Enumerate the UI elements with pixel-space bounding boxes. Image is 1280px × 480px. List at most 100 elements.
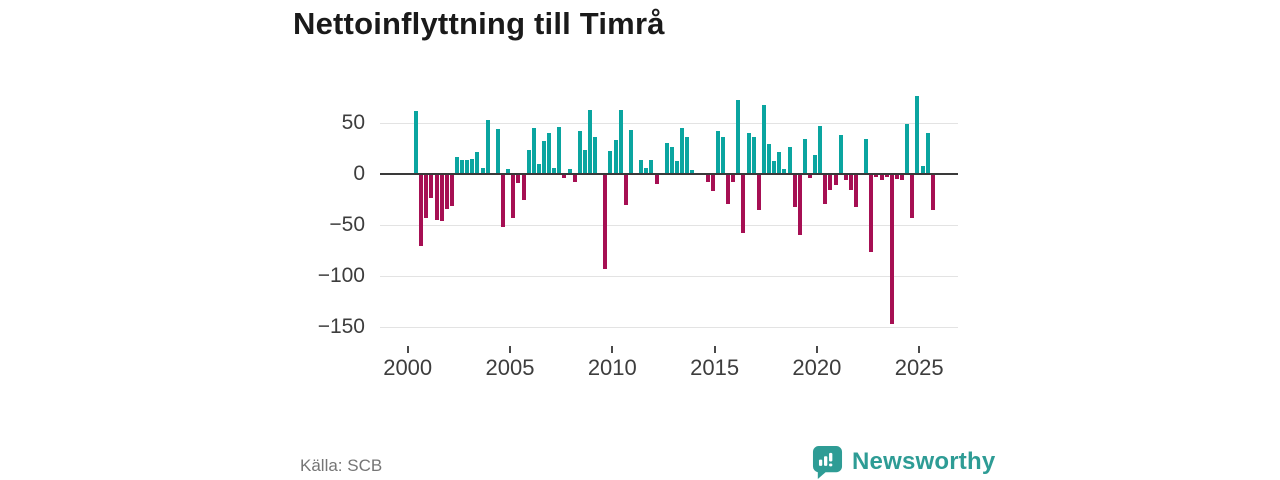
bar <box>654 174 659 185</box>
bar <box>930 174 935 210</box>
bar <box>910 174 915 218</box>
bar <box>649 159 654 174</box>
bar <box>547 133 552 174</box>
bar <box>516 174 521 184</box>
bar <box>582 149 587 174</box>
bar <box>838 135 843 174</box>
bar <box>460 159 465 174</box>
bar <box>434 174 439 220</box>
x-tick <box>611 346 614 353</box>
bar <box>639 159 644 174</box>
bar <box>731 174 736 183</box>
bar <box>721 137 725 174</box>
bar <box>869 174 874 252</box>
x-tick-label: 2020 <box>792 355 842 380</box>
bar <box>572 174 577 183</box>
newsworthy-logo: Newsworthy <box>812 444 995 480</box>
bar <box>608 150 613 174</box>
zero-line <box>380 173 958 175</box>
bar <box>419 174 424 247</box>
y-tick-label: −50 <box>329 213 365 236</box>
bar <box>470 158 475 174</box>
bar <box>623 174 628 205</box>
bar <box>495 129 500 174</box>
bar <box>818 126 823 174</box>
x-tick <box>918 346 921 353</box>
gridline <box>380 123 958 124</box>
bar <box>588 109 593 174</box>
brand-name: Newsworthy <box>852 448 996 475</box>
bar <box>874 174 879 178</box>
bar <box>465 159 470 174</box>
bar <box>767 144 772 174</box>
bar <box>746 133 751 174</box>
bar <box>552 167 557 174</box>
bar <box>787 147 792 174</box>
gridline <box>380 276 958 277</box>
bar <box>879 174 884 181</box>
gridline <box>380 327 958 328</box>
bar <box>807 174 812 179</box>
x-tick <box>406 346 409 353</box>
bar <box>501 174 506 228</box>
bar <box>828 174 833 191</box>
bar <box>884 174 889 178</box>
bar <box>756 174 761 210</box>
bar <box>715 131 720 174</box>
bar <box>429 174 434 199</box>
bar <box>444 174 449 209</box>
bar <box>439 174 444 221</box>
bar <box>782 168 787 174</box>
x-tick <box>713 346 716 353</box>
bar <box>894 174 899 180</box>
source-label: Källa: SCB <box>300 456 383 475</box>
bar <box>680 128 685 174</box>
newsworthy-logo-icon <box>812 445 843 479</box>
bar <box>485 119 490 174</box>
x-tick-label: 2005 <box>485 355 535 380</box>
bar <box>531 128 536 174</box>
bar <box>802 139 807 174</box>
bar <box>848 174 853 191</box>
bar <box>603 174 608 269</box>
bar <box>455 156 460 174</box>
y-tick-label: 0 <box>353 162 365 185</box>
bar <box>900 174 905 181</box>
bar <box>511 174 516 218</box>
bar <box>797 174 802 236</box>
bar <box>736 99 741 174</box>
bar <box>843 174 848 181</box>
x-tick-label: 2010 <box>587 355 637 380</box>
bar <box>751 137 756 174</box>
bar <box>567 168 572 174</box>
bar <box>905 124 910 174</box>
bar <box>618 109 623 174</box>
bar <box>669 147 674 174</box>
bar <box>690 169 695 174</box>
bar <box>628 130 633 174</box>
bar <box>920 165 925 174</box>
gridline <box>380 225 958 226</box>
bar <box>526 149 531 174</box>
y-tick-label: −100 <box>317 264 365 287</box>
bar <box>577 131 582 174</box>
bar <box>761 104 766 174</box>
bar <box>541 141 546 174</box>
bar <box>889 174 894 324</box>
bar <box>674 160 679 174</box>
chart-title: Nettoinflyttning till Timrå <box>293 6 665 41</box>
bar <box>506 168 511 174</box>
x-tick <box>815 346 818 353</box>
bar <box>823 174 828 204</box>
bar <box>593 137 598 174</box>
bar <box>562 174 567 179</box>
plot-area <box>380 88 958 348</box>
bar <box>777 151 782 174</box>
bar <box>644 167 649 174</box>
y-tick-label: 50 <box>341 111 365 134</box>
x-tick <box>509 346 511 353</box>
x-tick-label: 2000 <box>383 355 433 380</box>
bar <box>772 160 777 174</box>
bar <box>792 174 797 207</box>
